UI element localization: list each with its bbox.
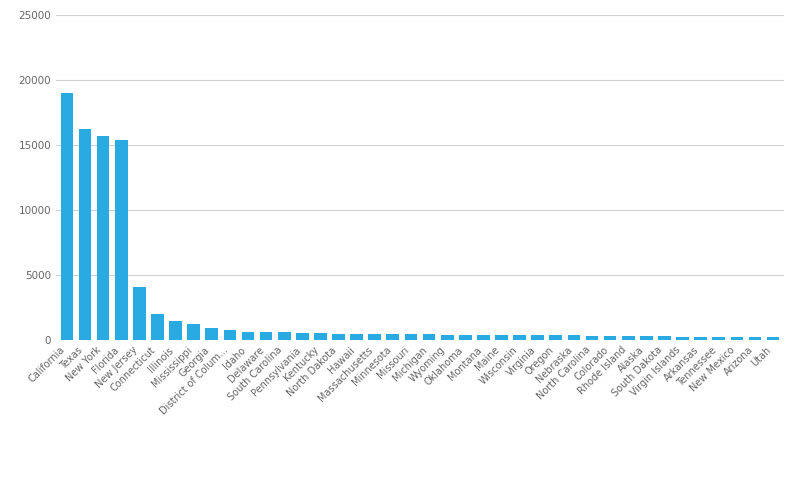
Bar <box>640 336 653 340</box>
Bar <box>151 314 164 340</box>
Bar <box>622 336 634 340</box>
Bar <box>766 338 779 340</box>
Bar <box>586 336 598 340</box>
Bar <box>550 336 562 340</box>
Bar <box>749 338 762 340</box>
Bar <box>206 328 218 340</box>
Bar <box>97 136 110 340</box>
Bar <box>350 334 363 340</box>
Bar <box>314 333 326 340</box>
Bar <box>278 332 290 340</box>
Bar <box>296 333 309 340</box>
Bar <box>169 320 182 340</box>
Bar <box>694 337 707 340</box>
Bar <box>78 130 91 340</box>
Bar <box>604 336 617 340</box>
Bar <box>658 336 671 340</box>
Bar <box>61 93 74 340</box>
Bar <box>386 334 399 340</box>
Bar <box>441 334 454 340</box>
Bar <box>187 324 200 340</box>
Bar <box>459 334 472 340</box>
Bar <box>676 336 689 340</box>
Bar <box>477 335 490 340</box>
Bar <box>115 140 127 340</box>
Bar <box>223 330 236 340</box>
Bar <box>368 334 381 340</box>
Bar <box>495 335 508 340</box>
Bar <box>713 337 725 340</box>
Bar <box>422 334 435 340</box>
Bar <box>133 286 146 340</box>
Bar <box>332 334 345 340</box>
Bar <box>260 332 273 340</box>
Bar <box>514 335 526 340</box>
Bar <box>567 336 580 340</box>
Bar <box>730 337 743 340</box>
Bar <box>242 332 254 340</box>
Bar <box>531 335 544 340</box>
Bar <box>405 334 418 340</box>
